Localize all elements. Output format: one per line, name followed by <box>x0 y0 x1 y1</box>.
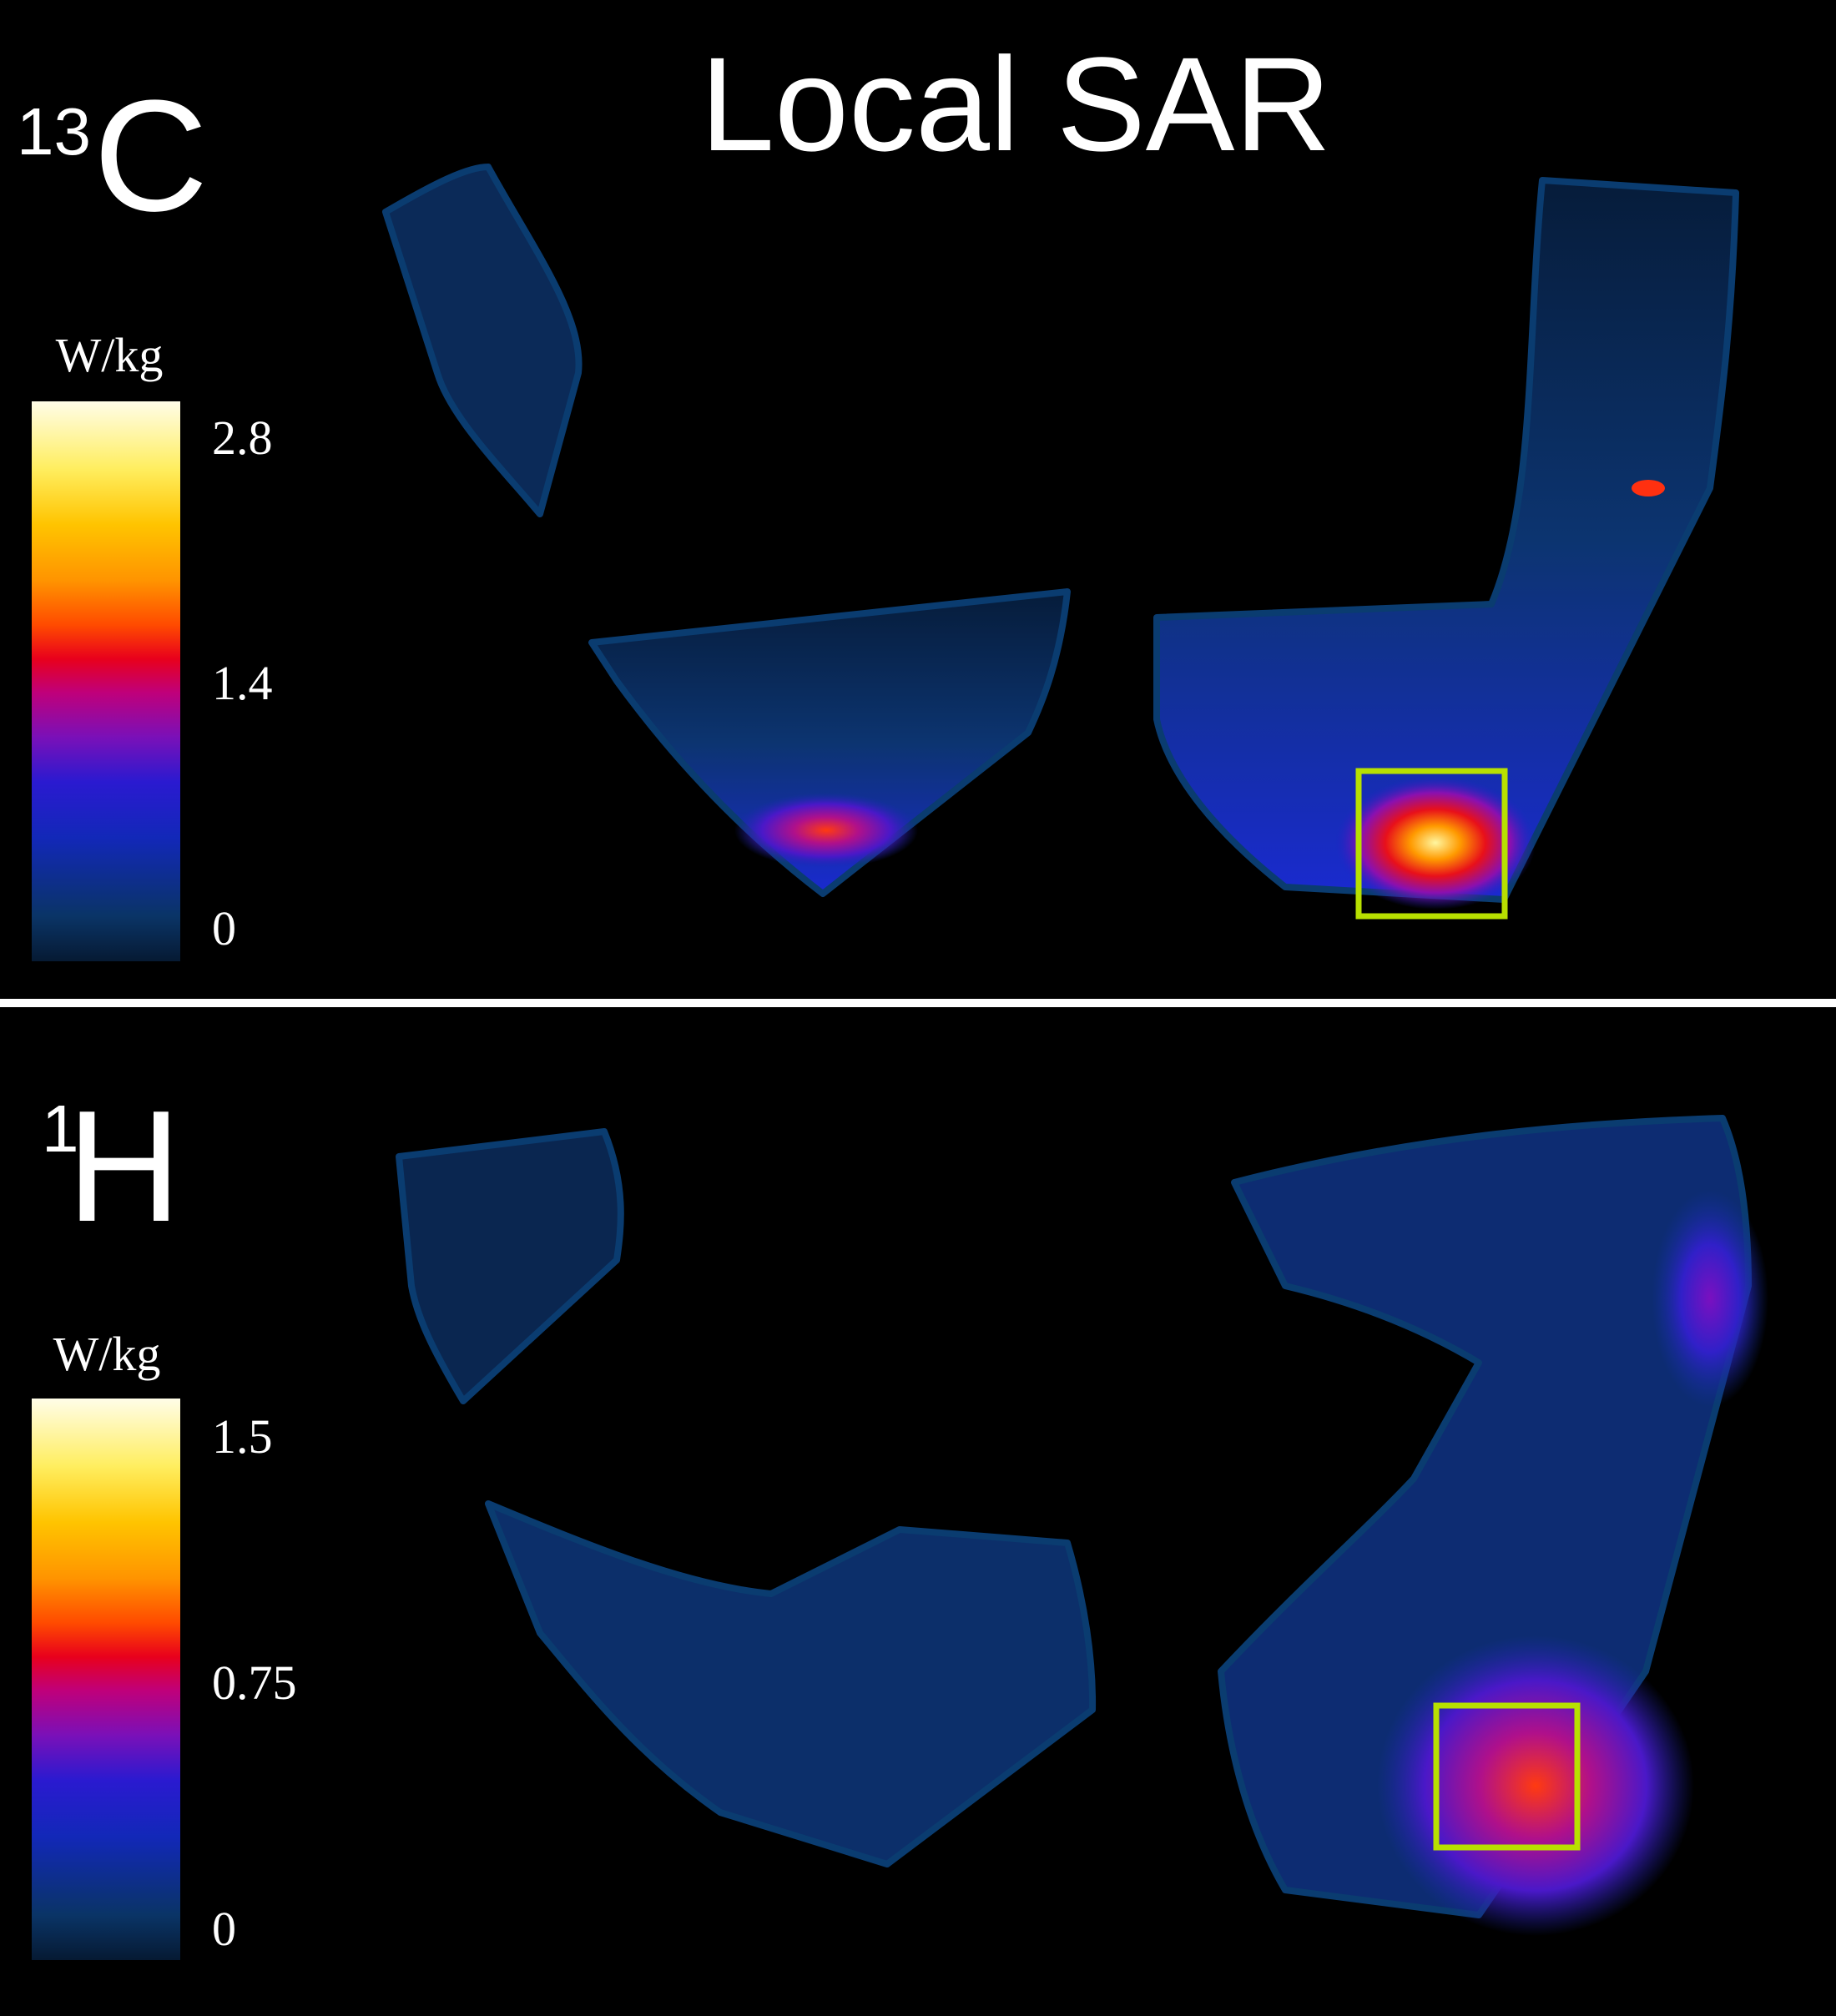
colorbar-tick-label: 2.8 <box>212 411 273 465</box>
highlight-box <box>1355 768 1508 920</box>
isotope-element: H <box>67 1078 181 1255</box>
colorbar <box>32 1399 180 1960</box>
title: Local SAR <box>700 29 1331 179</box>
isotope-mass: 1 <box>42 1091 79 1166</box>
panel-1h: 1 H W/kg 1.5 0.75 0 <box>32 1078 297 1960</box>
colorbar-unit: W/kg <box>56 328 164 382</box>
colorbar-unit: W/kg <box>53 1327 161 1381</box>
isotope-mass: 13 <box>17 94 91 169</box>
colorbar-tick-label: 0.75 <box>212 1656 297 1710</box>
isotope-element: C <box>93 68 208 244</box>
highlight-box <box>1433 1702 1581 1851</box>
sar-map-13c <box>382 164 1739 910</box>
panel-13c: 13 C W/kg 2.8 1.4 0 <box>17 68 273 961</box>
divider <box>0 999 1836 1007</box>
sar-map-1h <box>396 1115 1768 1936</box>
colorbar-tick-label: 1.5 <box>212 1409 273 1464</box>
colorbar-tick-label: 1.4 <box>212 656 273 710</box>
colorbar <box>32 401 180 961</box>
colorbar-tick-label: 0 <box>212 1902 236 1956</box>
colorbar-tick-label: 0 <box>212 901 236 955</box>
